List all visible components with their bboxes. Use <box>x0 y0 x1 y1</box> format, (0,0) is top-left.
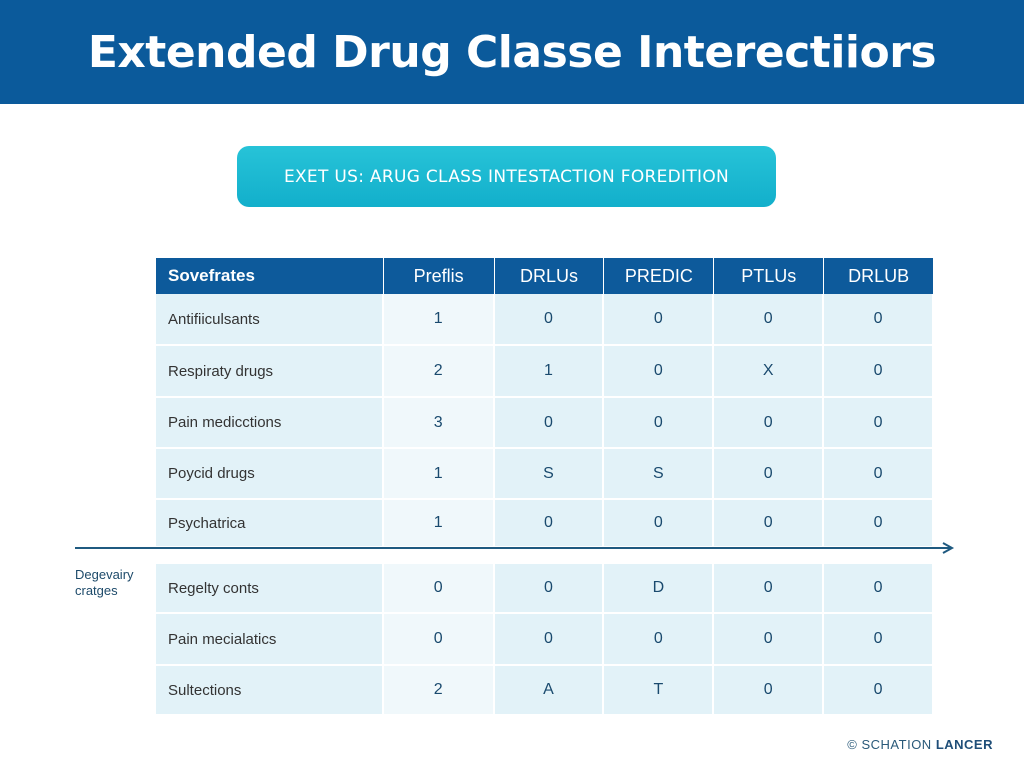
header-bar: Extended Drug Classe Interectiiors <box>0 0 1024 104</box>
table-cell: 2 <box>383 346 495 398</box>
table-row: Sultections 2 A T 0 0 <box>156 666 935 716</box>
footer-copyright: © SCHATION <box>847 737 932 752</box>
table-cell: 0 <box>494 564 605 614</box>
column-header: DRLUB <box>824 258 935 294</box>
table-cell: 0 <box>494 614 605 666</box>
table-cell: 1 <box>383 449 495 500</box>
table-cell: 0 <box>824 294 935 346</box>
table-cell: D <box>604 564 715 614</box>
table-cell: 0 <box>714 449 825 500</box>
column-header: PREDIC <box>604 258 715 294</box>
column-header: PTLUs <box>714 258 825 294</box>
table-row: Poycid drugs 1 S S 0 0 <box>156 449 935 500</box>
table-row: Pain medicctions 3 0 0 0 0 <box>156 398 935 449</box>
row-label: Pain mecialatics <box>156 614 384 666</box>
table-cell: 0 <box>714 294 825 346</box>
table-cell: 0 <box>604 346 715 398</box>
table-row: Antifiiculsants 1 0 0 0 0 <box>156 294 935 346</box>
table-cell: 0 <box>604 294 715 346</box>
table-cell: 1 <box>383 294 495 346</box>
column-header: Preflis <box>383 258 495 294</box>
table-row: Psychatrica 1 0 0 0 0 <box>156 500 935 548</box>
row-label: Respiraty drugs <box>156 346 384 398</box>
table-cell: 0 <box>824 614 935 666</box>
table-cell: X <box>714 346 825 398</box>
table-cell: 0 <box>494 500 605 548</box>
table-cell: T <box>604 666 715 716</box>
table-cell: 0 <box>604 398 715 449</box>
row-label: Poycid drugs <box>156 449 384 500</box>
table-cell: S <box>494 449 605 500</box>
table-cell: 0 <box>604 614 715 666</box>
table-cell: 0 <box>824 564 935 614</box>
table-cell: 0 <box>714 614 825 666</box>
table-row: Regelty conts 0 0 D 0 0 <box>156 564 935 614</box>
table-cell: 2 <box>383 666 495 716</box>
table-cell: 0 <box>383 564 495 614</box>
table-cell: S <box>604 449 715 500</box>
row-label: Pain medicctions <box>156 398 384 449</box>
row-label: Sultections <box>156 666 384 716</box>
table-cell: 0 <box>824 346 935 398</box>
banner-button[interactable]: EXET US: ARUG CLASS INTESTACTION FOREDIT… <box>237 146 776 207</box>
table-cell: 0 <box>824 666 935 716</box>
table-cell: A <box>494 666 605 716</box>
table-cell: 0 <box>714 500 825 548</box>
table-header-row: Sovefrates Preflis DRLUs PREDIC PTLUs DRLUB <box>156 258 935 294</box>
table-cell: 3 <box>383 398 495 449</box>
side-label: Degevairy cratges <box>75 567 134 599</box>
table-cell: 0 <box>714 398 825 449</box>
row-label: Regelty conts <box>156 564 384 614</box>
table-cell: 0 <box>383 614 495 666</box>
table-row: Respiraty drugs 2 1 0 X 0 <box>156 346 935 398</box>
table-cell: 0 <box>714 564 825 614</box>
footer-credit: © SCHATION LANCER <box>847 737 993 752</box>
arrow-divider <box>75 542 955 554</box>
side-label-line2: cratges <box>75 583 118 598</box>
table-cell: 0 <box>714 666 825 716</box>
page-title: Extended Drug Classe Interectiiors <box>87 26 937 78</box>
side-label-line1: Degevairy <box>75 567 134 582</box>
table-cell: 0 <box>494 294 605 346</box>
table-cell: 0 <box>494 398 605 449</box>
column-header: DRLUs <box>494 258 605 294</box>
table-cell: 1 <box>494 346 605 398</box>
table-cell: 0 <box>824 398 935 449</box>
row-label: Antifiiculsants <box>156 294 384 346</box>
table-cell: 0 <box>824 449 935 500</box>
column-header: Sovefrates <box>156 258 384 294</box>
table-row: Pain mecialatics 0 0 0 0 0 <box>156 614 935 666</box>
table-cell: 0 <box>604 500 715 548</box>
footer-brand: LANCER <box>935 737 993 752</box>
